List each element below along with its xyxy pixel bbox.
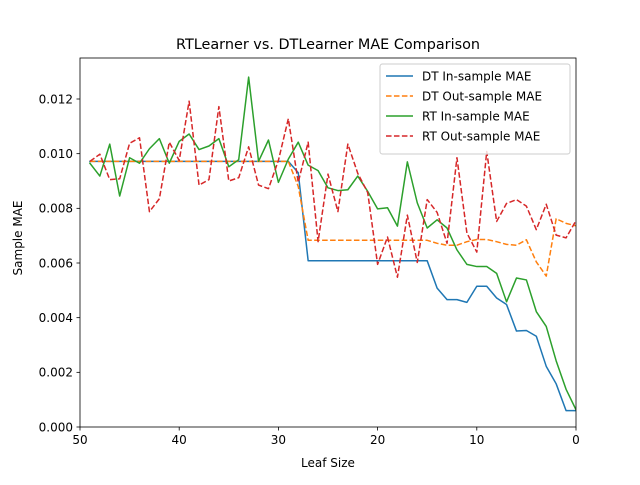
x-tick-label: 40 [172,433,187,447]
x-axis: 50 40 30 20 10 0 [72,427,580,447]
legend-label-4: RT Out-sample MAE [422,129,540,143]
y-axis: 0.000 0.002 0.004 0.006 0.008 0.010 0.012 [39,92,80,434]
y-tick-label: 0.002 [39,366,73,380]
legend-box [379,63,571,155]
x-tick-label: 20 [370,433,385,447]
y-tick-label: 0.012 [39,92,73,106]
y-tick-label: 0.006 [39,256,73,270]
y-tick-label: 0.000 [39,420,73,434]
legend-label-2: DT Out-sample MAE [422,89,542,103]
x-tick-label: 30 [271,433,286,447]
chart-title: RTLearner vs. DTLearner MAE Comparison [176,37,480,53]
y-tick-label: 0.004 [39,311,73,325]
series-line-3 [88,76,576,411]
legend-label-1: DT In-sample MAE [422,69,531,83]
legend: DT In-sample MAE DT Out-sample MAE RT In-s… [379,63,571,155]
y-tick-label: 0.010 [39,147,73,161]
y-tick-label: 0.008 [39,202,73,216]
x-tick-label: 0 [572,433,580,447]
plot-area [79,57,577,428]
series-line-4 [89,100,576,278]
y-axis-label: Sample MAE [11,201,25,276]
x-tick-label: 50 [72,433,87,447]
x-axis-label: Leaf Size [301,456,355,470]
x-tick-label: 10 [469,433,484,447]
axes-frame [79,57,577,428]
legend-label-3: RT In-sample MAE [422,109,530,123]
